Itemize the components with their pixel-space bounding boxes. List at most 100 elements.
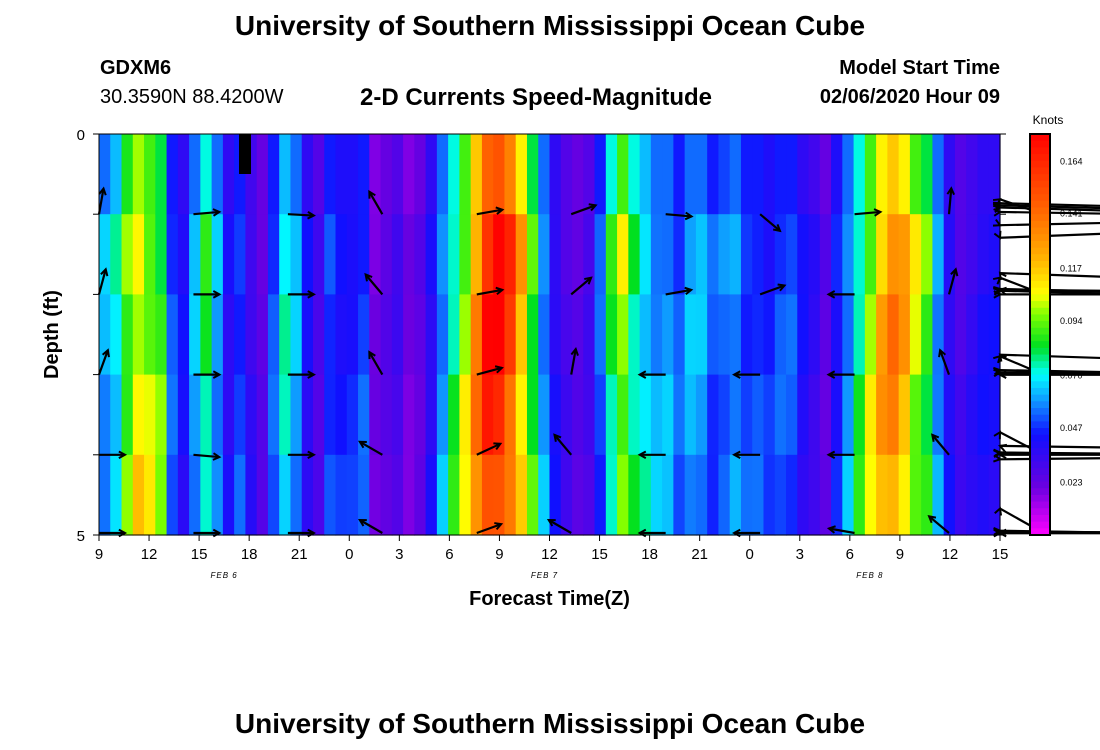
- heatmap-cell: [211, 454, 224, 536]
- heatmap-cell: [200, 294, 213, 376]
- colorbar-segment: [1030, 234, 1050, 242]
- x-tick-label: 9: [95, 546, 103, 563]
- page-title: University of Southern Mississippi Ocean…: [234, 10, 866, 41]
- heatmap-cell: [200, 454, 213, 536]
- current-vector-head: [546, 518, 556, 527]
- heatmap-cell: [774, 134, 787, 215]
- heatmap-cell: [673, 454, 686, 536]
- heatmap-cell: [909, 134, 922, 215]
- heatmap-cell: [560, 374, 573, 456]
- colorbar-tick-label: 0.117: [1060, 263, 1082, 273]
- heatmap-cell: [617, 454, 629, 536]
- colorbar-segment: [1030, 421, 1050, 429]
- heatmap-cell: [560, 454, 573, 536]
- colorbar-segment: [1030, 220, 1050, 229]
- heatmap-cell: [538, 374, 551, 456]
- heatmap-cell: [887, 454, 900, 536]
- heatmap-cell: [819, 214, 832, 295]
- current-vector: [97, 188, 105, 215]
- current-vector-head: [950, 267, 959, 277]
- current-vector: [287, 213, 314, 217]
- heatmap-cell: [335, 134, 348, 215]
- heatmap-cell: [234, 454, 247, 536]
- heatmap-cell: [403, 454, 415, 536]
- heatmap-cell: [977, 374, 990, 456]
- heatmap-cell: [763, 454, 776, 536]
- heatmap-cell: [121, 454, 134, 536]
- heatmap-cell: [909, 294, 922, 376]
- heatmap-cell: [909, 454, 922, 536]
- date-label: FEB 7: [531, 571, 558, 580]
- current-vector-head: [307, 211, 316, 220]
- current-vector: [828, 527, 855, 535]
- heatmap-cell: [819, 294, 832, 376]
- current-vector: [947, 269, 957, 295]
- heatmap-cell: [144, 214, 156, 295]
- heatmap-cell: [572, 374, 584, 456]
- heatmap-cell: [842, 214, 855, 295]
- heatmap-cell: [459, 294, 472, 376]
- colorbar-segment: [1030, 441, 1050, 449]
- current-vector: [570, 204, 597, 216]
- heatmap-cell: [245, 454, 258, 536]
- heatmap-cell: [267, 294, 280, 376]
- heatmap-cell: [842, 454, 855, 536]
- heatmap-cell: [752, 134, 765, 215]
- current-vector-head: [930, 433, 940, 442]
- colorbar-segment: [1030, 354, 1050, 362]
- current-vector-head: [826, 290, 836, 299]
- heatmap-cell: [797, 374, 810, 456]
- heatmap-cell: [414, 214, 427, 295]
- colorbar-tick-label: 0.094: [1060, 316, 1083, 326]
- heatmap-cell: [189, 134, 201, 215]
- heatmap-cell: [988, 214, 1001, 295]
- heatmap-cell: [245, 374, 258, 456]
- current-vector-head: [307, 450, 316, 460]
- heatmap-cell: [842, 374, 855, 456]
- heatmap-cell: [177, 214, 190, 295]
- current-vector-head: [772, 224, 782, 233]
- current-vector-head: [494, 522, 504, 531]
- heatmap-cell: [718, 454, 731, 536]
- heatmap-cell: [898, 374, 911, 456]
- heatmap-cell: [650, 294, 663, 376]
- heatmap-cell: [977, 294, 990, 376]
- heatmap-cell: [189, 214, 201, 295]
- colorbar-segment: [1030, 247, 1050, 255]
- heatmap-cell: [797, 454, 810, 536]
- heatmap-cell: [538, 214, 551, 295]
- heatmap-cell: [740, 214, 753, 295]
- heatmap-cell: [831, 214, 843, 295]
- current-vector-head: [307, 290, 316, 299]
- heatmap-cell: [605, 294, 618, 376]
- heatmap-cell: [876, 134, 888, 215]
- heatmap-cell: [662, 374, 674, 456]
- heatmap-cell: [256, 134, 269, 215]
- heatmap-cell: [155, 374, 168, 456]
- heatmap-cell: [831, 454, 843, 536]
- heatmap-cell: [707, 294, 720, 376]
- colorbar-segment: [1030, 154, 1050, 162]
- heatmap-cell: [222, 134, 235, 215]
- station-coords: 30.3590N 88.4200W: [100, 86, 284, 108]
- heatmap-cell: [425, 294, 438, 376]
- heatmap-cell: [234, 294, 247, 376]
- heatmap-cell: [346, 294, 359, 376]
- heatmap-cell: [414, 454, 427, 536]
- current-vector-head: [307, 370, 316, 379]
- colorbar-segment: [1030, 428, 1050, 436]
- heatmap-cell: [132, 134, 145, 215]
- colorbar-segment: [1030, 287, 1050, 295]
- heatmap-cell: [121, 214, 134, 295]
- current-vector-head: [212, 528, 222, 538]
- heatmap-cell: [166, 134, 179, 215]
- current-vector-head: [993, 368, 1003, 378]
- heatmap-cell: [538, 454, 551, 536]
- colorbar-segment: [1030, 414, 1050, 422]
- heatmap-cell: [932, 374, 945, 456]
- heatmap-cell: [470, 294, 483, 376]
- heatmap-cell: [177, 454, 190, 536]
- heatmap-cell: [718, 134, 731, 215]
- heatmap-cell: [650, 134, 663, 215]
- footer-title: University of Southern Mississippi Ocean…: [234, 708, 866, 739]
